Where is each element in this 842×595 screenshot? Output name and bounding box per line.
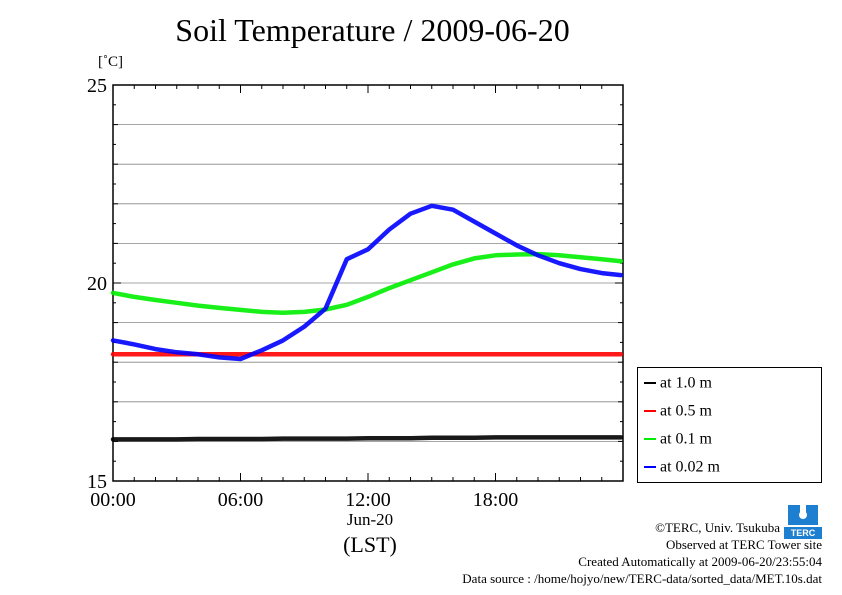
- x-tick-label: 06:00: [218, 489, 264, 511]
- x-axis-date-label: Jun-20: [346, 510, 394, 529]
- series-line-2: [110, 251, 624, 315]
- terc-logo-icon: TERC: [784, 505, 822, 539]
- legend-swatch: [644, 438, 656, 441]
- x-tick-label: 00:00: [90, 489, 136, 511]
- logo-text: TERC: [791, 528, 816, 538]
- copyright-text: ©TERC, Univ. Tsukuba: [655, 520, 780, 535]
- legend-item: at 0.02 m: [644, 458, 720, 478]
- legend-swatch: [644, 410, 656, 413]
- legend-swatch: [644, 382, 656, 385]
- x-axis-timezone-label: (LST): [343, 532, 397, 557]
- plot-frame: [112, 84, 624, 482]
- legend: at 1.0 m at 0.5 m at 0.1 m at 0.02 m: [637, 367, 822, 483]
- x-tick-label: 18:00: [473, 489, 519, 511]
- created-text: Created Automatically at 2009-06-20/23:5…: [578, 554, 822, 569]
- legend-item: at 1.0 m: [644, 374, 712, 394]
- y-axis-unit: [˚C]: [98, 54, 123, 70]
- legend-item: at 0.1 m: [644, 430, 712, 450]
- legend-label: at 0.5 m: [660, 402, 712, 420]
- legend-item: at 0.5 m: [644, 402, 712, 422]
- data-source-text: Data source : /home/hojyo/new/TERC-data/…: [462, 571, 822, 586]
- observed-text: Observed at TERC Tower site: [665, 537, 822, 552]
- legend-label: at 0.1 m: [660, 430, 712, 448]
- legend-swatch: [644, 466, 656, 469]
- series-line-0: [110, 435, 624, 442]
- y-tick-label: 25: [87, 75, 107, 97]
- y-tick-label: 15: [87, 471, 107, 493]
- y-tick-label: 20: [87, 273, 107, 295]
- legend-label: at 0.02 m: [660, 458, 720, 476]
- legend-label: at 1.0 m: [660, 374, 712, 392]
- x-tick-label: 12:00: [345, 489, 391, 511]
- series-line-3: [110, 203, 624, 362]
- chart-title: Soil Temperature / 2009-06-20: [175, 12, 570, 48]
